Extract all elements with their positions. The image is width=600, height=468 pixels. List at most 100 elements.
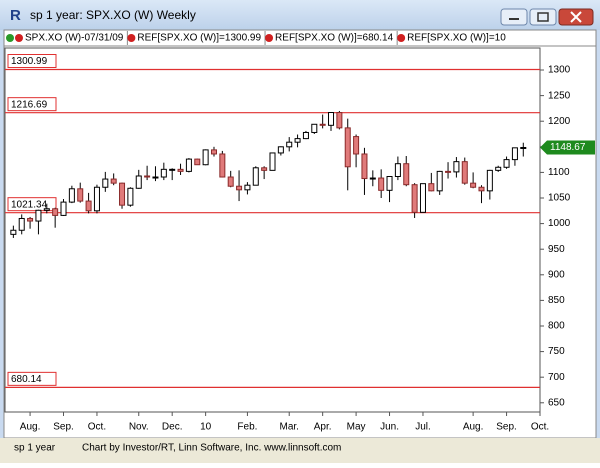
y-tick-label: 850 <box>548 295 565 306</box>
credit: Chart by Investor/RT, Linn Software, Inc… <box>82 443 341 454</box>
reference-label-box <box>7 371 57 386</box>
candle-body <box>286 141 293 148</box>
candle-body <box>135 175 142 189</box>
x-tick-label: Mar. <box>279 422 298 433</box>
y-tick-label: 1250 <box>548 90 571 101</box>
candle-body <box>269 152 276 171</box>
candle-body <box>294 138 301 143</box>
candle-body <box>328 112 335 126</box>
reference-label-box <box>7 197 57 212</box>
candle-body <box>35 209 42 222</box>
x-tick-label: Nov. <box>129 422 149 433</box>
reference-label: 1216.69 <box>11 99 48 110</box>
icon <box>537 12 549 22</box>
candle-body <box>486 169 493 192</box>
last-price-marker <box>540 140 595 155</box>
candle-body <box>436 170 443 192</box>
candle-body <box>461 161 468 184</box>
x-tick-label: Sep. <box>53 422 74 433</box>
tab-label[interactable]: sp 1 year <box>14 443 56 454</box>
candle-body <box>202 149 209 166</box>
candle-body <box>478 186 485 192</box>
x-tick-label: 10 <box>200 422 212 433</box>
y-tick-label: 1300 <box>548 65 571 76</box>
reference-label-box <box>7 54 57 69</box>
candle-body <box>520 146 527 149</box>
app-icon: R <box>10 7 21 24</box>
candle-body <box>319 123 326 126</box>
candle-body <box>102 178 109 188</box>
candle-body <box>227 176 234 187</box>
candle-body <box>219 153 226 178</box>
status-bar <box>0 438 600 463</box>
candle-body <box>144 175 151 178</box>
x-tick-label: Aug. <box>20 422 41 433</box>
reference-label: 1300.99 <box>11 56 48 67</box>
y-tick-label: 800 <box>548 321 565 332</box>
candle-body <box>185 158 192 172</box>
candle-body <box>445 170 452 173</box>
y-tick-label: 950 <box>548 244 565 255</box>
candle-body <box>470 182 477 188</box>
legend-item: REF[SPX.XO (W)]=10 <box>407 33 506 44</box>
y-tick-label: 750 <box>548 346 565 357</box>
last-price-label: 1148.67 <box>550 142 586 153</box>
x-tick-label: Jun. <box>380 422 399 433</box>
candle-body <box>403 163 410 186</box>
candle-body <box>43 208 50 211</box>
candle-body <box>311 123 318 133</box>
candle-body <box>244 184 251 191</box>
maximize-button[interactable] <box>529 8 557 26</box>
candle-body <box>261 167 268 171</box>
icon <box>570 11 582 23</box>
candle-body <box>336 112 343 129</box>
candle-body <box>127 187 134 206</box>
candle-body <box>411 184 418 213</box>
x-tick-label: Jul. <box>415 422 431 433</box>
candle-body <box>177 168 184 172</box>
legend-dot <box>6 34 14 42</box>
candle-body <box>210 149 217 155</box>
candle-body <box>252 167 259 186</box>
candle-body <box>378 177 385 191</box>
x-tick-label: May <box>347 422 366 433</box>
candle-body <box>169 168 176 171</box>
candle-body <box>369 177 376 180</box>
y-tick-label: 650 <box>548 397 565 408</box>
legend-dot <box>127 34 136 42</box>
candle-body <box>18 217 25 231</box>
legend-dot <box>397 34 406 42</box>
legend-dot <box>15 34 23 42</box>
title-bar <box>0 0 600 30</box>
legend-item: SPX.XO (W)-07/31/09 <box>25 33 124 44</box>
candle-body <box>194 158 201 166</box>
y-tick-label: 700 <box>548 372 565 383</box>
x-tick-label: Apr. <box>314 422 332 433</box>
window-title: sp 1 year: SPX.XO (W) Weekly <box>30 8 196 22</box>
y-tick-label: 1100 <box>548 167 570 178</box>
candle-body <box>511 147 518 161</box>
candle-body <box>419 183 426 213</box>
candle-body <box>353 136 360 155</box>
candle-body <box>394 163 401 178</box>
y-tick-label: 1050 <box>548 193 571 204</box>
candle-body <box>152 176 159 179</box>
candle-body <box>93 186 100 212</box>
legend-item: REF[SPX.XO (W)]=1300.99 <box>137 33 261 44</box>
reference-label-box <box>7 97 57 112</box>
candle-body <box>68 188 75 203</box>
candle-body <box>10 229 17 235</box>
x-tick-label: Aug. <box>463 422 484 433</box>
candle-body <box>277 146 284 154</box>
minimize-button[interactable] <box>500 8 528 26</box>
candle-body <box>495 166 502 171</box>
x-tick-label: Oct. <box>88 422 106 433</box>
candle-body <box>344 127 351 168</box>
reference-label: 680.14 <box>11 374 42 385</box>
candle-body <box>119 182 126 206</box>
candle-body <box>386 176 393 191</box>
chart-area <box>3 29 597 439</box>
candle-body <box>361 153 368 180</box>
candle-body <box>27 217 34 222</box>
